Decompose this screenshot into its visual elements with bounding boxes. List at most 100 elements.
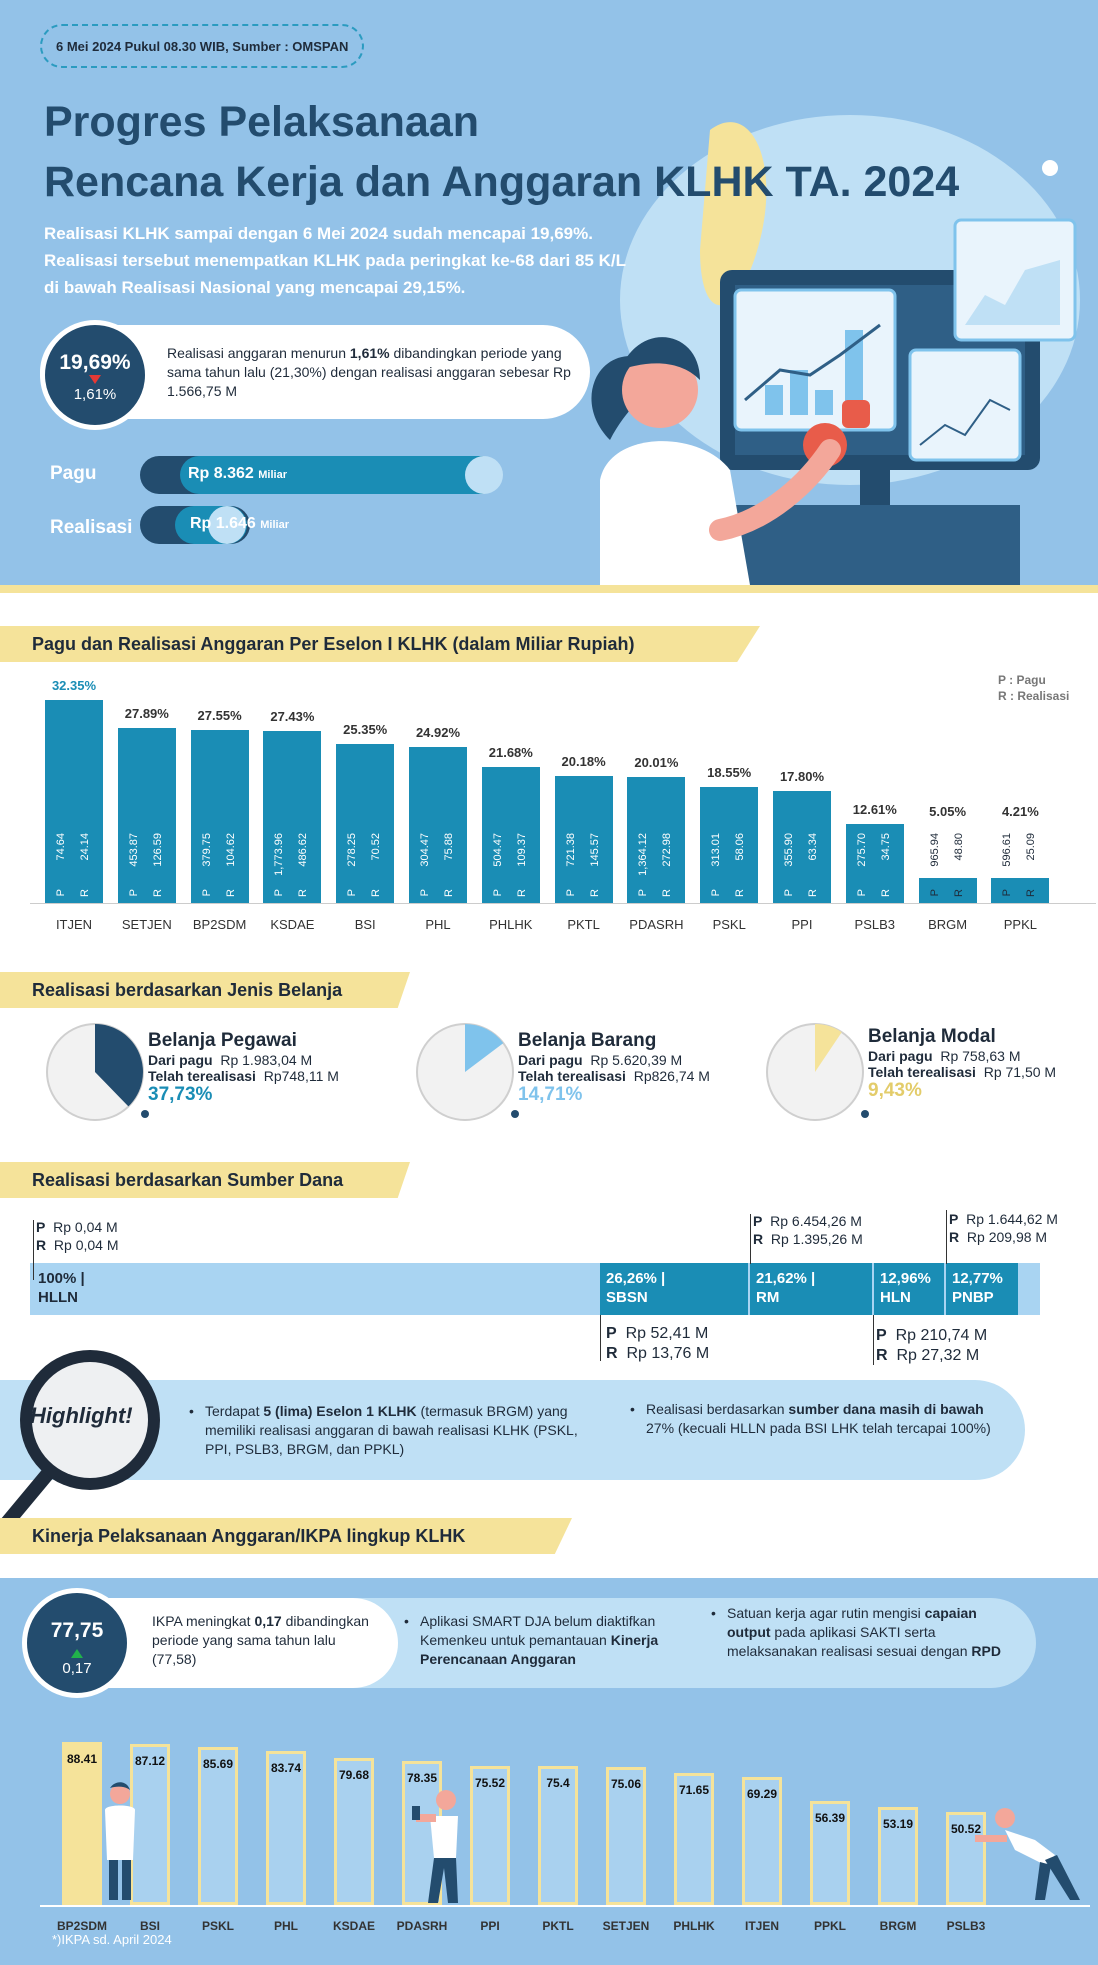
segment-pnbp-pct: 12,77% [952, 1270, 1003, 1287]
eselon-pr-letter: R [588, 889, 601, 897]
pie-title: Belanja Modal [868, 1026, 996, 1047]
ikpa-category-label: PDASRH [396, 1919, 448, 1933]
eselon-pr-letter: R [79, 889, 91, 897]
pnbp-r-label: R [949, 1229, 960, 1245]
ikpa-bar [62, 1742, 102, 1905]
ikpa-value-label: 50.52 [950, 1821, 982, 1836]
ikpa-category-label: ITJEN [744, 1919, 779, 1933]
eselon-category-label: PHL [425, 917, 451, 932]
eselon-realisasi-label: 75.88 [443, 833, 455, 861]
section-title-sumber-dana: Realisasi berdasarkan Sumber Dana [0, 1162, 410, 1198]
eselon-category-label: BSI [354, 917, 376, 932]
eselon-pr-letter: R [515, 889, 528, 897]
eselon-pr-letter: P [637, 889, 650, 897]
eselon-bar [991, 878, 1050, 903]
pie-realisasi-line: Telah terealisasi Rp826,74 M [518, 1068, 710, 1084]
eselon-bar [845, 823, 904, 903]
eselon-pct-label: 27.43% [270, 708, 315, 724]
ikpa-category-label: BRGM [879, 1919, 917, 1933]
eselon-pagu-label: 453.87 [127, 833, 140, 867]
ikpa-category-label: PHLHK [673, 1919, 715, 1933]
ikpa-note3-mid: pada aplikasi SAKTI serta melaksanakan r… [727, 1624, 972, 1659]
eselon-realisasi-label: 104.62 [224, 833, 237, 867]
pie-pointer-dot [861, 1110, 869, 1118]
eselon-category-label: KSDAE [270, 917, 315, 932]
ikpa-bar [606, 1766, 646, 1905]
realisasi-kpi-text: Realisasi anggaran menurun 1,61% dibandi… [167, 344, 577, 401]
subtitle-line3: di bawah Realisasi Nasional yang mencapa… [44, 278, 466, 297]
pnbp-r-value: Rp 209,98 M [966, 1229, 1048, 1245]
hlln-p-value: Rp 0,04 M [53, 1219, 118, 1235]
pie-pointer-dot [511, 1110, 519, 1118]
ikpa-bar [878, 1806, 918, 1905]
pie-legend-0: Belanja Pegawai Dari pagu Rp 1.983,04 M Te… [148, 1030, 339, 1106]
eselon-bar [918, 878, 977, 903]
ikpa-category-label: PSKL [201, 1919, 234, 1933]
segment-hlln-name: HLLN [38, 1289, 78, 1306]
eselon-pagu-label: 275.70 [855, 833, 868, 867]
eselon-pagu-label: 74.64 [55, 833, 67, 861]
realisasi-label: Realisasi [50, 517, 133, 538]
eselon-pr-letter: P [564, 889, 577, 897]
pie-slice [465, 1024, 504, 1072]
sbsn-note: P Rp 52,41 M R Rp 13,76 M [606, 1324, 709, 1364]
sbsn-r-label: R [606, 1345, 618, 1362]
subtitle-line2: Realisasi tersebut menempatkan KLHK pada… [44, 251, 626, 270]
ikpa-note-2: Aplikasi SMART DJA belum diaktifkan Keme… [404, 1612, 700, 1669]
eselon-category-label: ITJEN [55, 917, 93, 932]
ikpa-note2-pre: Aplikasi SMART DJA belum diaktifkan Keme… [420, 1613, 656, 1648]
ikpa-kpi-delta: 0,17 [62, 1660, 92, 1677]
highlight-point-2: Realisasi berdasarkan sumber dana masih … [630, 1400, 996, 1438]
eselon-pagu-label: 504.47 [491, 833, 504, 867]
eselon-pct-label: 21.68% [488, 744, 533, 760]
eselon-pr-letter: P [200, 889, 213, 897]
magnifier-icon [0, 1350, 160, 1530]
eselon-pct-label: 18.55% [707, 764, 752, 780]
eselon-category-label: PSKL [712, 917, 746, 932]
page-title-line2: Rencana Kerja dan Anggaran KLHK TA. 2024 [44, 158, 960, 206]
section-title-jenis-belanja: Realisasi berdasarkan Jenis Belanja [0, 972, 410, 1008]
eselon-pr-letter: P [783, 889, 795, 897]
pnbp-p-label: P [949, 1211, 959, 1227]
eselon-bar [554, 776, 613, 903]
eselon-pr-letter: R [151, 889, 164, 897]
segment-hlln: 100% | HLLN [32, 1263, 598, 1315]
eselon-pct-label: 12.61% [852, 801, 897, 817]
eselon-bar [627, 777, 686, 903]
illustration-woman-at-monitor [591, 115, 1080, 585]
rm-note: P Rp 6.454,26 M R Rp 1.395,26 M [753, 1212, 863, 1248]
eselon-pr-letter: P [855, 889, 868, 897]
rm-p-value: Rp 6.454,26 M [770, 1213, 862, 1229]
sbsn-note-line [600, 1315, 601, 1361]
realisasi-unit: Miliar [260, 519, 289, 531]
realisasi-kpi-circle: 19,69% 1,61% [40, 320, 150, 430]
eselon-category-label: PHLHK [489, 917, 533, 932]
ikpa-value-label: 56.39 [814, 1811, 846, 1826]
eselon-pr-letter: P [127, 889, 140, 897]
ikpa-bar [674, 1772, 714, 1905]
ikpa-value-label: 88.41 [66, 1752, 98, 1766]
segment-sbsn-name: SBSN [606, 1289, 648, 1306]
hln-note-line [873, 1315, 874, 1365]
pagu-bar-fill [180, 456, 500, 494]
highlight-label: Highlight! [30, 1403, 133, 1428]
eselon-realisasi-label: 34.75 [879, 833, 892, 861]
eselon-pagu-label: 965.94 [928, 833, 941, 867]
hln-r-label: R [876, 1347, 888, 1364]
eselon-pr-letter: R [1025, 889, 1038, 897]
segment-hlln-pct: 100% | [38, 1270, 85, 1287]
eselon-realisasi-label: 486.62 [297, 833, 310, 867]
eselon-pct-label: 27.89% [124, 705, 169, 721]
illustration-woman-standing [105, 1782, 135, 1900]
eselon-pagu-label: 1,364.12 [637, 833, 650, 876]
rm-r-label: R [753, 1231, 764, 1247]
realisasi-kpi-value: 19,69% [59, 351, 131, 374]
eselon-pr-letter: P [491, 889, 504, 897]
hl1-pre: Terdapat [205, 1403, 264, 1419]
rm-r-value: Rp 1.395,26 M [770, 1231, 863, 1247]
ikpa-note3-pre: Satuan kerja agar rutin mengisi [727, 1605, 925, 1621]
hl2-post: 27% (kecuali HLLN pada BSI LHK telah ter… [646, 1420, 991, 1436]
ikpa-value-label: 85.69 [202, 1757, 234, 1771]
eselon-category-label: PSLB3 [854, 917, 896, 932]
ikpa-value-label: 75.4 [546, 1775, 570, 1790]
